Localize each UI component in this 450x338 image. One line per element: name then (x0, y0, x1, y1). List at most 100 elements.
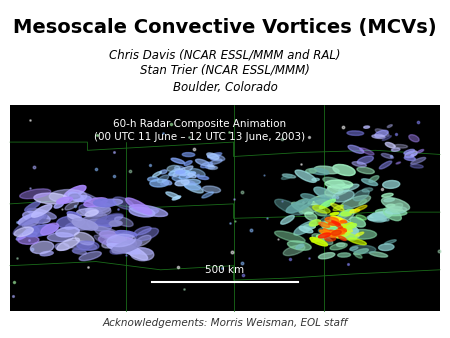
Ellipse shape (369, 176, 379, 183)
Ellipse shape (309, 220, 321, 226)
Ellipse shape (176, 171, 186, 176)
Ellipse shape (40, 251, 53, 256)
Ellipse shape (330, 233, 339, 235)
Ellipse shape (181, 179, 200, 185)
Ellipse shape (381, 153, 393, 159)
Ellipse shape (336, 210, 354, 223)
Ellipse shape (330, 213, 339, 215)
Ellipse shape (410, 164, 423, 168)
Ellipse shape (294, 221, 316, 235)
Ellipse shape (312, 178, 320, 181)
Ellipse shape (286, 199, 312, 213)
Ellipse shape (337, 229, 345, 234)
Ellipse shape (22, 212, 50, 223)
Ellipse shape (27, 209, 56, 219)
Ellipse shape (314, 187, 335, 200)
Ellipse shape (88, 206, 111, 216)
Ellipse shape (352, 162, 366, 167)
Ellipse shape (13, 214, 47, 235)
Ellipse shape (338, 220, 346, 223)
Ellipse shape (172, 177, 182, 182)
Ellipse shape (134, 226, 151, 235)
Ellipse shape (387, 125, 392, 127)
Ellipse shape (323, 222, 335, 226)
Ellipse shape (386, 204, 395, 208)
Ellipse shape (14, 227, 33, 237)
Ellipse shape (274, 199, 303, 215)
Ellipse shape (18, 236, 39, 244)
Ellipse shape (396, 162, 400, 164)
Ellipse shape (182, 152, 195, 156)
Ellipse shape (96, 215, 123, 224)
Ellipse shape (320, 230, 333, 235)
Ellipse shape (330, 219, 341, 226)
Ellipse shape (410, 153, 417, 156)
Ellipse shape (340, 223, 353, 231)
Ellipse shape (338, 184, 359, 192)
Ellipse shape (94, 226, 126, 242)
Ellipse shape (136, 228, 158, 241)
Ellipse shape (207, 153, 219, 159)
Ellipse shape (350, 245, 376, 253)
Ellipse shape (135, 235, 151, 246)
Ellipse shape (309, 168, 329, 175)
Ellipse shape (339, 236, 346, 240)
Ellipse shape (208, 165, 214, 167)
Ellipse shape (382, 193, 393, 197)
Ellipse shape (40, 223, 58, 235)
Ellipse shape (361, 179, 378, 186)
Ellipse shape (211, 155, 220, 160)
Ellipse shape (328, 186, 342, 194)
Ellipse shape (94, 203, 110, 212)
Ellipse shape (316, 235, 325, 239)
Ellipse shape (54, 202, 63, 208)
Ellipse shape (65, 201, 79, 210)
Ellipse shape (315, 198, 332, 204)
Ellipse shape (295, 170, 316, 183)
Ellipse shape (283, 245, 305, 256)
Ellipse shape (102, 233, 134, 248)
Ellipse shape (323, 177, 345, 186)
Ellipse shape (333, 190, 354, 202)
Ellipse shape (311, 238, 321, 242)
Ellipse shape (319, 222, 330, 227)
Ellipse shape (85, 210, 98, 217)
Ellipse shape (341, 195, 371, 209)
Ellipse shape (338, 253, 351, 257)
Ellipse shape (112, 240, 142, 253)
Ellipse shape (313, 206, 330, 213)
Ellipse shape (101, 199, 122, 206)
Ellipse shape (356, 232, 364, 236)
Text: Chris Davis (NCAR ESSL/MMM and RAL): Chris Davis (NCAR ESSL/MMM and RAL) (109, 48, 341, 62)
Ellipse shape (190, 169, 205, 177)
Ellipse shape (129, 207, 155, 217)
Ellipse shape (382, 136, 392, 141)
Ellipse shape (201, 162, 212, 168)
Ellipse shape (326, 221, 337, 225)
Ellipse shape (393, 145, 408, 148)
Ellipse shape (369, 212, 387, 218)
Ellipse shape (184, 161, 192, 165)
Text: Boulder, Colorado: Boulder, Colorado (172, 81, 278, 95)
Ellipse shape (64, 240, 97, 250)
Ellipse shape (337, 232, 357, 240)
Ellipse shape (328, 222, 340, 225)
Ellipse shape (359, 199, 367, 205)
Ellipse shape (87, 219, 112, 231)
Ellipse shape (162, 180, 172, 185)
Text: Acknowledgements: Morris Weisman, EOL staff: Acknowledgements: Morris Weisman, EOL st… (103, 318, 347, 328)
Ellipse shape (32, 204, 52, 217)
Ellipse shape (72, 249, 86, 254)
Ellipse shape (76, 196, 91, 202)
Text: 60-h Radar Composite Animation: 60-h Radar Composite Animation (112, 119, 286, 129)
Ellipse shape (301, 194, 317, 200)
Ellipse shape (350, 217, 365, 227)
Ellipse shape (335, 224, 343, 228)
Ellipse shape (76, 209, 99, 216)
Ellipse shape (196, 159, 210, 166)
Ellipse shape (47, 233, 74, 242)
Text: 500 km: 500 km (206, 265, 244, 275)
Ellipse shape (318, 227, 346, 238)
Ellipse shape (208, 166, 217, 169)
Ellipse shape (202, 186, 220, 193)
